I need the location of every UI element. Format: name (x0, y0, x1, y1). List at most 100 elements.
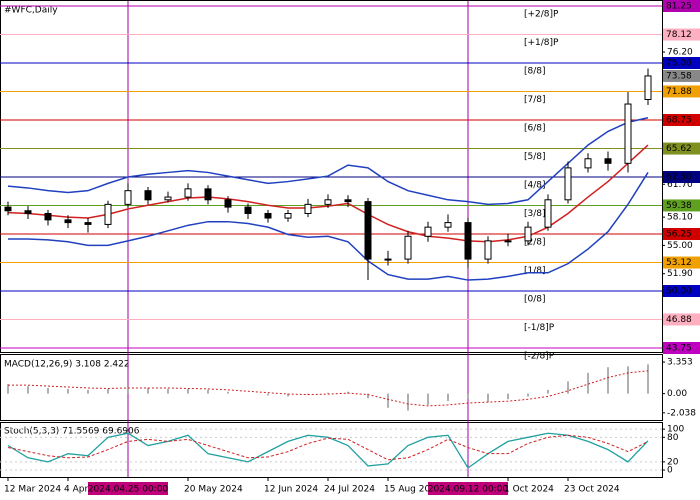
y-tick-label: 3.353 (667, 358, 693, 368)
macd-bar (567, 381, 569, 394)
candle-body (344, 199, 352, 203)
macd-bar (7, 384, 9, 394)
candle-body (24, 210, 32, 214)
stoch-panel (0, 422, 663, 478)
candle-body (104, 203, 112, 225)
y-tick-label: 76.20 (667, 48, 693, 58)
macd-bar (587, 372, 589, 394)
macd-bar (267, 393, 269, 396)
x-tick-label: 20 May 2024 (184, 485, 243, 495)
candle-body (384, 258, 392, 261)
candle-body (44, 212, 52, 221)
murrey-name: [+1/8]P (524, 38, 559, 48)
macd-bar (47, 387, 49, 394)
murrey-name: [7/8] (524, 95, 546, 105)
x-tick-label: 23 Oct 2024 (564, 485, 620, 495)
y-tick-label: 0.00 (667, 389, 687, 399)
murrey-name: [3/8] (524, 209, 546, 219)
level-label: 43.75 (666, 344, 692, 354)
level-box (663, 285, 700, 297)
macd-bar (227, 391, 229, 394)
y-tick-label: 58.10 (667, 213, 693, 223)
murrey-name: [-2/8]P (524, 352, 555, 362)
event-label-bg (88, 482, 168, 495)
candle-body (244, 206, 252, 214)
band-line (7, 116, 649, 206)
macd-bar (187, 388, 189, 394)
macd-bar (487, 393, 489, 403)
candle-body (504, 240, 512, 243)
y-tick-label: -2.038 (667, 408, 696, 418)
level-box (663, 114, 700, 126)
candle-body (264, 212, 272, 219)
y-tick-label: 20 (667, 457, 679, 467)
level-label: 81.25 (666, 2, 692, 12)
macd-panel (0, 354, 663, 421)
candle-body (404, 235, 412, 260)
murrey-name: [+2/8]P (524, 10, 559, 20)
y-tick-label: 61.70 (667, 180, 693, 190)
murrey-name: [0/8] (524, 295, 546, 305)
level-box (663, 142, 700, 155)
macd-bar (467, 393, 469, 400)
level-label: 68.75 (666, 116, 692, 126)
macd-bar (607, 367, 609, 394)
x-tick-label: 24 Jul 2024 (324, 485, 375, 495)
candle-body (624, 103, 632, 164)
candle-body (424, 226, 432, 237)
level-box (663, 256, 700, 269)
last-price-box (663, 69, 700, 82)
k-line (7, 432, 649, 469)
murrey-name: [4/8] (524, 181, 546, 191)
level-box (663, 28, 700, 41)
level-box (663, 0, 700, 12)
y-tick-label: 55.00 (667, 241, 693, 251)
macd-bar (507, 393, 509, 400)
candle-body (444, 222, 452, 228)
macd-bar (627, 366, 629, 394)
candle-body (304, 203, 312, 214)
candle-body (464, 222, 472, 260)
stoch-title: Stoch(5,3,3) 71.5569 69.6906 (4, 427, 140, 437)
level-box (663, 171, 700, 183)
chart-title: #WFC,Daily (4, 6, 58, 16)
candle-body (144, 190, 152, 201)
candle-body (484, 240, 492, 260)
macd-bar (147, 387, 149, 394)
candle-body (4, 206, 12, 212)
x-tick-label: 2024.04.25 00:00 (88, 485, 169, 495)
murrey-name: [8/8] (524, 67, 546, 77)
signal-line (8, 370, 649, 407)
level-label: 46.88 (666, 315, 692, 325)
candle-body (544, 199, 552, 228)
macd-bar (27, 386, 29, 394)
macd-bar (647, 364, 649, 394)
macd-bar (287, 393, 289, 397)
x-tick-label: 12 Jun 2024 (264, 485, 318, 495)
level-label: 59.38 (666, 201, 692, 211)
level-label: 71.88 (666, 87, 692, 97)
candle-body (124, 190, 132, 205)
level-label: 56.25 (666, 230, 692, 240)
murrey-name: [2/8] (524, 238, 546, 248)
candle-body (324, 199, 332, 205)
level-label: 75.00 (666, 59, 692, 69)
candle-body (204, 188, 212, 201)
level-label: 65.62 (666, 144, 692, 154)
y-tick-label: 100 (667, 425, 684, 435)
candle-body (84, 222, 92, 225)
x-tick-label: 15 Aug 2024 (384, 485, 442, 495)
murrey-name: [6/8] (524, 124, 546, 134)
y-tick-label: 0 (667, 466, 673, 476)
candle-body (564, 167, 572, 201)
candle-body (604, 158, 612, 164)
murrey-name: [-1/8]P (524, 323, 555, 333)
macd-bar (107, 388, 109, 394)
level-label: 50.00 (666, 287, 692, 297)
band-line (8, 172, 649, 281)
candle-body (284, 212, 292, 219)
event-label-bg (428, 482, 508, 495)
last-price: 73.58 (666, 71, 692, 81)
candle-body (644, 75, 652, 100)
